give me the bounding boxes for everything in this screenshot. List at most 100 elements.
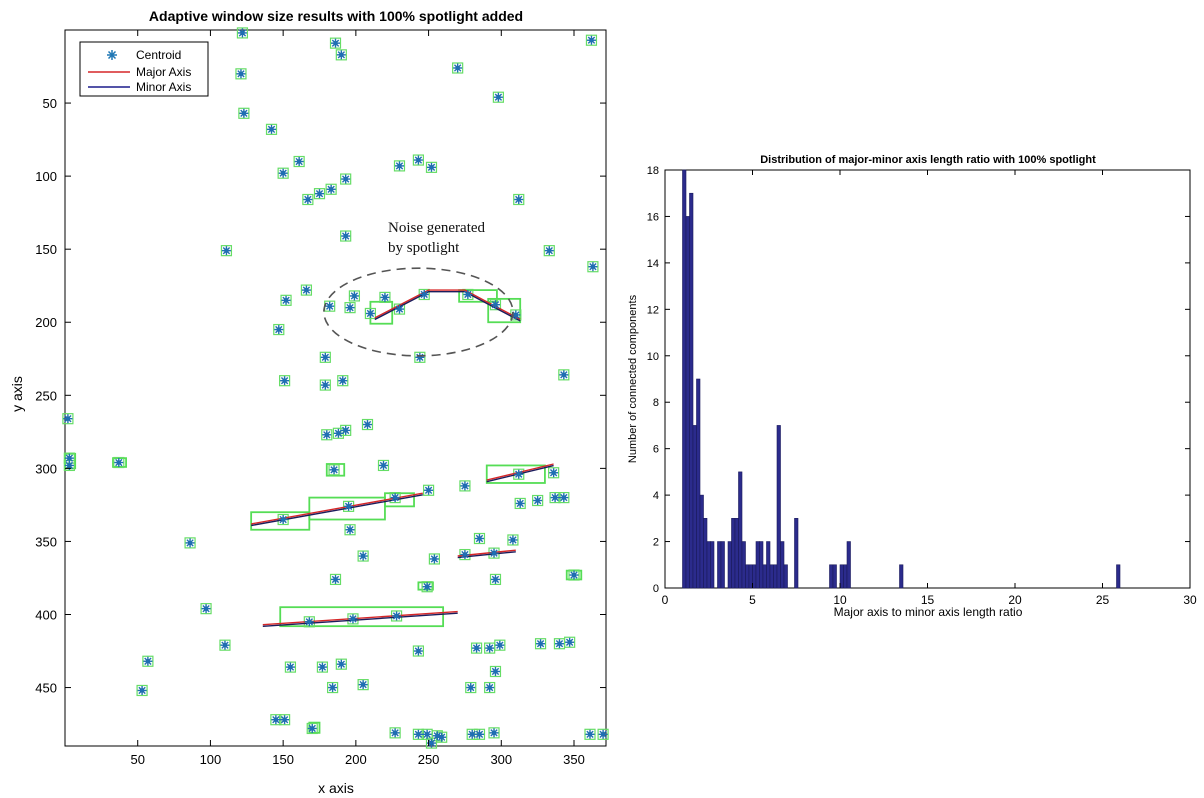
centroid-window [278, 375, 291, 387]
legend-label-minor-axis: Minor Axis [136, 80, 191, 94]
centroid-point [329, 465, 339, 475]
centroid-point [463, 289, 473, 299]
legend-label-major-axis: Major Axis [136, 65, 191, 79]
centroid-point [474, 534, 484, 544]
window-box [417, 581, 434, 591]
centroid-window [425, 161, 438, 173]
centroid-point [493, 92, 503, 102]
centroid-window [489, 573, 502, 586]
x-tick-label: 10 [833, 593, 847, 607]
legend-centroid-marker [107, 50, 117, 60]
centroid-point [278, 515, 288, 525]
centroid-point [345, 303, 355, 313]
centroid-window [412, 645, 424, 657]
legend-label-centroid: Centroid [136, 48, 181, 62]
x-tick-label: 200 [345, 752, 367, 767]
centroid-point [490, 666, 500, 676]
y-tick-label: 300 [35, 461, 57, 476]
window-box [279, 606, 445, 628]
centroid-point [485, 683, 495, 693]
centroid-point [565, 637, 575, 647]
centroid-window [184, 537, 196, 549]
histogram-bar [846, 541, 851, 589]
histogram-bar [745, 564, 750, 589]
centroid-point [426, 162, 436, 172]
centroid-point [185, 538, 195, 548]
centroid-point [514, 195, 524, 205]
centroid-point [221, 246, 231, 256]
centroid-point [274, 325, 284, 335]
y-tick-label: 100 [35, 169, 57, 184]
centroid-window [361, 418, 374, 431]
histogram-bar [682, 169, 687, 589]
centroid-window [412, 154, 424, 166]
centroid-window [113, 456, 125, 469]
centroid-window [235, 68, 247, 80]
chart2-ticks: 0 5 10 15 20 25 30 0 2 4 6 8 10 12 14 16 18 [647, 165, 1197, 607]
centroid-point [348, 614, 358, 624]
centroid-point [201, 604, 211, 614]
centroid-point [239, 108, 249, 118]
centroid-window [532, 494, 544, 507]
centroid-window [513, 193, 525, 206]
centroid-point [341, 174, 351, 184]
centroid-points [63, 28, 608, 748]
centroid-point [114, 458, 124, 468]
centroid-window [273, 323, 285, 336]
centroid-point [413, 729, 423, 739]
chart2-title: Distribution of major-minor axis length … [760, 154, 1096, 166]
centroid-point [569, 570, 579, 580]
centroid-point [331, 38, 340, 48]
centroid-point [419, 289, 429, 299]
centroid-point [280, 715, 290, 725]
centroid-point [315, 189, 325, 199]
chart2-ylabel: Number of connected components [627, 294, 639, 463]
centroid-window [414, 351, 426, 363]
histogram-bar [689, 192, 694, 589]
histogram-bar [773, 564, 778, 589]
centroid-point [271, 715, 281, 725]
y-tick-label: 400 [35, 607, 57, 622]
centroid-point [394, 304, 404, 314]
y-tick-label: 8 [653, 397, 659, 409]
centroid-point [392, 611, 402, 621]
centroid-point [307, 723, 317, 733]
centroid-window [293, 155, 305, 168]
histogram-bar [762, 564, 767, 589]
window-box [487, 297, 522, 324]
centroid-window [335, 658, 347, 670]
centroid-window [507, 534, 519, 546]
y-tick-label: 4 [653, 490, 659, 502]
centroid-window [548, 467, 560, 479]
centroid-window [459, 480, 471, 492]
centroid-window [348, 290, 361, 302]
centroid-window [340, 230, 352, 242]
centroid-point [303, 195, 313, 205]
centroid-point [554, 639, 564, 649]
histogram-bar [783, 564, 788, 589]
centroid-window [62, 413, 74, 425]
centroid-window [379, 291, 391, 304]
centroid-point [325, 301, 335, 311]
centroid-point [358, 680, 368, 690]
histogram-bars [682, 169, 1121, 589]
window-box [325, 463, 346, 477]
x-tick-label: 25 [1096, 593, 1110, 607]
centroid-window [564, 636, 576, 648]
window-box [485, 464, 546, 484]
x-tick-label: 20 [1008, 593, 1022, 607]
centroid-point [304, 617, 314, 627]
centroid-point [394, 161, 404, 171]
centroid-window [313, 188, 326, 200]
centroid-window [425, 737, 438, 749]
centroid-point [413, 155, 423, 165]
centroid-window [280, 294, 292, 306]
centroid-window [473, 532, 486, 545]
centroid-point [365, 308, 375, 318]
centroid-window [568, 569, 580, 581]
histogram-bar [710, 541, 715, 589]
histogram-bar [731, 518, 736, 589]
y-tick-label: 0 [653, 583, 659, 595]
histogram-bar [720, 541, 725, 589]
centroid-window [470, 642, 483, 654]
